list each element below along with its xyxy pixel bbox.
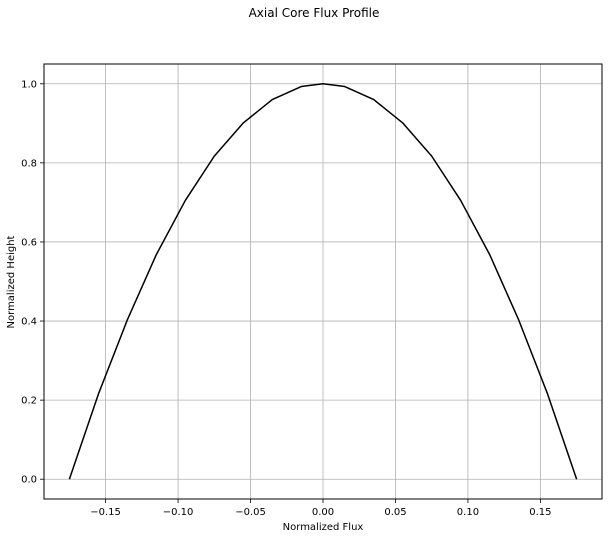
chart-title: Axial Core Flux Profile	[249, 6, 380, 20]
y-axis-label: Normalized Height	[6, 235, 17, 328]
data-series	[68, 83, 578, 480]
x-tick-label: −0.15	[90, 507, 121, 518]
x-tick-label: 0.10	[457, 507, 479, 518]
flux-profile-line	[68, 83, 578, 480]
y-tick-label: 1.0	[21, 79, 37, 90]
axis-ticks: −0.15 −0.10 −0.05 0.00 0.05 0.10 0.15 0.0 0.2 0.4…	[21, 79, 551, 518]
x-tick-label: 0.00	[312, 507, 334, 518]
y-tick-label: 0.2	[21, 396, 37, 407]
y-tick-label: 0.6	[21, 237, 37, 248]
y-tick-label: 0.8	[21, 158, 37, 169]
y-tick-label: 0.0	[21, 475, 37, 486]
y-tick-label: 0.4	[21, 317, 37, 328]
x-tick-label: −0.10	[163, 507, 194, 518]
grid	[44, 64, 602, 499]
x-tick-label: 0.15	[529, 507, 551, 518]
x-tick-label: −0.05	[235, 507, 266, 518]
x-tick-label: 0.05	[384, 507, 406, 518]
x-axis-label: Normalized Flux	[283, 522, 364, 533]
